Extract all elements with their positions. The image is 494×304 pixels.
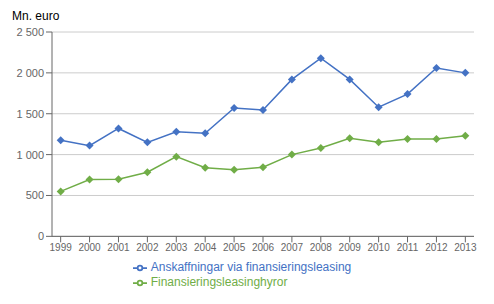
html-text:Finansieringsleasinghyror: Finansieringsleasinghyror (150, 275, 288, 290)
svg-text:2 500: 2 500 (16, 26, 44, 38)
svg-text:0: 0 (38, 230, 44, 242)
svg-text:2012: 2012 (425, 242, 448, 253)
svg-text:2003: 2003 (165, 242, 188, 253)
svg-text:1999: 1999 (50, 242, 73, 253)
svg-text:2008: 2008 (310, 242, 333, 253)
svg-text:500: 500 (26, 189, 44, 201)
html-text:Anskaffningar via finansiering: Anskaffningar via finansieringsleasing (150, 260, 352, 275)
svg-text:2002: 2002 (136, 242, 159, 253)
svg-text:2000: 2000 (78, 242, 101, 253)
svg-text:1 500: 1 500 (16, 108, 44, 120)
svg-text:2005: 2005 (223, 242, 246, 253)
svg-text:2009: 2009 (339, 242, 362, 253)
svg-text:1 000: 1 000 (16, 149, 44, 161)
svg-text:2013: 2013 (454, 242, 477, 253)
svg-text:2007: 2007 (281, 242, 304, 253)
svg-text:2006: 2006 (252, 242, 275, 253)
html-text:Mn. euro: Mn. euro (12, 9, 60, 23)
svg-text:2 000: 2 000 (16, 67, 44, 79)
svg-text:2010: 2010 (367, 242, 390, 253)
svg-text:2011: 2011 (397, 242, 419, 253)
svg-text:2004: 2004 (194, 242, 217, 253)
svg-text:2001: 2001 (107, 242, 130, 253)
